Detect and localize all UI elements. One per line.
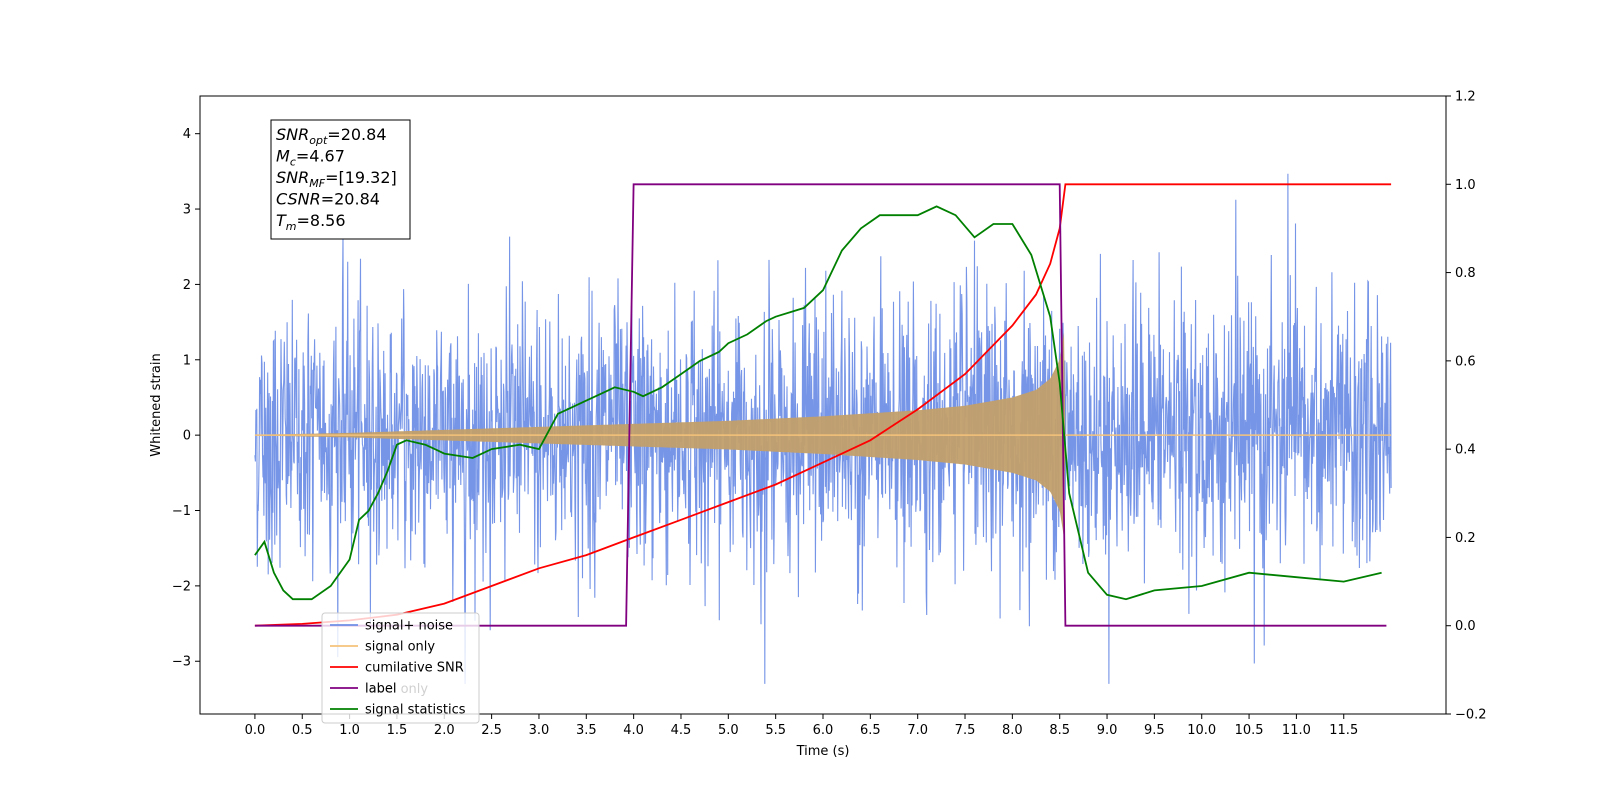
annotation-line: CSNR=20.84 bbox=[276, 190, 380, 209]
x-tick-label: 9.0 bbox=[1097, 723, 1118, 738]
signal-only-series bbox=[254, 332, 1392, 539]
x-tick-label: 1.0 bbox=[339, 723, 360, 738]
y-left-tick-label: 1 bbox=[183, 353, 191, 368]
y-left-tick-label: −2 bbox=[172, 579, 191, 594]
y-left-tick-label: 0 bbox=[183, 429, 191, 444]
x-axis-title: Time (s) bbox=[796, 744, 850, 759]
x-tick-label: 7.0 bbox=[907, 723, 928, 738]
x-tick-label: 4.5 bbox=[671, 723, 692, 738]
y-axis-left: −3 −2 −1 0 1 2 3 4 bbox=[172, 127, 200, 670]
y-left-tick-label: 4 bbox=[183, 127, 191, 142]
x-tick-label: 10.5 bbox=[1235, 723, 1264, 738]
x-tick-label: 1.5 bbox=[387, 723, 408, 738]
x-tick-label: 8.0 bbox=[1002, 723, 1023, 738]
y-right-tick-label: 0.8 bbox=[1455, 266, 1476, 281]
annotation-frame bbox=[270, 119, 411, 240]
x-tick-label: 11.5 bbox=[1329, 723, 1358, 738]
x-tick-label: 2.0 bbox=[434, 723, 455, 738]
x-tick-label: 2.5 bbox=[481, 723, 502, 738]
label-line bbox=[254, 183, 1387, 627]
y-right-tick-label: 0.0 bbox=[1455, 619, 1476, 634]
x-tick-label: 3.5 bbox=[576, 723, 597, 738]
annotation-line: Tm=8.56 bbox=[276, 211, 346, 233]
x-tick-label: 0.0 bbox=[245, 723, 266, 738]
x-tick-label: 0.5 bbox=[292, 723, 313, 738]
y-left-tick-label: 3 bbox=[183, 203, 191, 218]
x-tick-label: 3.0 bbox=[529, 723, 550, 738]
x-tick-label: 4.0 bbox=[623, 723, 644, 738]
annotation-box: SNRopt=20.84Mc=4.67SNRMF=[19.32]CSNR=20.… bbox=[270, 119, 411, 240]
legend: label only signal+ noise signal only cumila… bbox=[321, 612, 480, 724]
x-tick-label: 8.5 bbox=[1049, 723, 1070, 738]
x-tick-label: 10.0 bbox=[1187, 723, 1216, 738]
y-left-tick-label: 2 bbox=[183, 278, 191, 293]
legend-label: cumilative SNR bbox=[365, 661, 464, 676]
x-tick-label: 5.5 bbox=[765, 723, 786, 738]
legend-label: label bbox=[365, 682, 396, 697]
legend-ghost-text: label only bbox=[365, 682, 428, 697]
annotation-line: SNRopt=20.84 bbox=[276, 125, 387, 147]
legend-frame bbox=[321, 612, 480, 724]
signal-noise-series bbox=[254, 173, 1392, 684]
cumulative-snr-series bbox=[254, 183, 1392, 627]
cumulative-snr-line bbox=[254, 183, 1392, 627]
y-right-tick-label: 0.4 bbox=[1455, 443, 1476, 458]
y-right-tick-label: 1.2 bbox=[1455, 90, 1476, 105]
x-tick-label: 11.0 bbox=[1282, 723, 1311, 738]
x-tick-label: 9.5 bbox=[1144, 723, 1165, 738]
x-tick-label: 6.5 bbox=[860, 723, 881, 738]
x-tick-label: 5.0 bbox=[718, 723, 739, 738]
x-axis: 0.0 0.5 1.0 1.5 2.0 2.5 3.0 3.5 4.0 4.5 5.0 5.5 6.0 6… bbox=[245, 714, 1358, 738]
x-tick-label: 7.5 bbox=[955, 723, 976, 738]
y-left-tick-label: −1 bbox=[172, 504, 191, 519]
annotation-line: SNRMF=[19.32] bbox=[276, 168, 397, 190]
signal-statistics-line bbox=[254, 205, 1382, 601]
x-tick-label: 6.0 bbox=[813, 723, 834, 738]
annotation-line: Mc=4.67 bbox=[276, 147, 345, 169]
signal-noise-line bbox=[254, 173, 1392, 684]
signal-statistics-series bbox=[254, 205, 1382, 601]
legend-label: signal only bbox=[365, 640, 435, 655]
y-right-tick-label: 0.6 bbox=[1455, 354, 1476, 369]
y-axis-title: Whitened strain bbox=[149, 353, 164, 456]
y-left-tick-label: −3 bbox=[172, 655, 191, 670]
y-right-tick-label: −0.2 bbox=[1455, 708, 1487, 723]
y-right-tick-label: 1.0 bbox=[1455, 178, 1476, 193]
y-axis-right: −0.2 0.0 0.2 0.4 0.6 0.8 1.0 1.2 bbox=[1446, 90, 1487, 723]
label-series bbox=[254, 183, 1387, 627]
y-right-tick-label: 0.2 bbox=[1455, 531, 1476, 546]
legend-label: signal+ noise bbox=[365, 619, 453, 634]
legend-label: signal statistics bbox=[365, 703, 466, 718]
